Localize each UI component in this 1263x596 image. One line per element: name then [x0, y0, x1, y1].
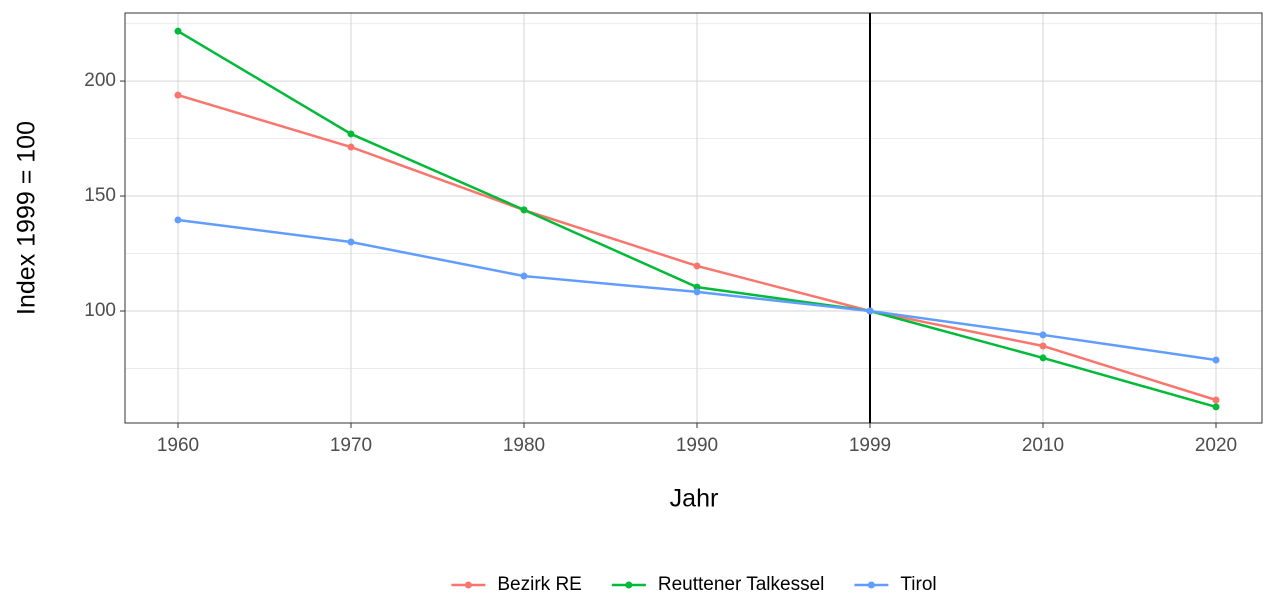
- panel-border: [124, 12, 1263, 424]
- legend-label: Reuttener Talkessel: [658, 574, 825, 595]
- point: [347, 143, 355, 151]
- legend-key-point: [867, 581, 875, 589]
- x-tick-label: 2010: [1022, 435, 1064, 456]
- point: [520, 272, 528, 280]
- legend-item: Tirol: [854, 574, 937, 595]
- point: [1212, 403, 1220, 411]
- legend-item: Bezirk RE: [451, 574, 582, 595]
- x-axis-title: Jahr: [670, 485, 719, 513]
- point: [347, 130, 355, 138]
- legend-label: Bezirk RE: [497, 574, 581, 595]
- legend-label: Tirol: [900, 574, 936, 595]
- y-axis-title: Index 1999 = 100: [13, 121, 41, 315]
- point: [520, 206, 528, 214]
- point: [693, 262, 701, 270]
- point: [1039, 342, 1047, 350]
- point: [866, 307, 874, 315]
- x-tick-label: 1970: [330, 435, 372, 456]
- y-tick-label: 200: [84, 70, 116, 91]
- point: [1039, 331, 1047, 339]
- x-tick-label: 1960: [157, 435, 199, 456]
- x-tick-label: 1980: [503, 435, 545, 456]
- x-tick-label: 1999: [849, 435, 891, 456]
- point: [693, 283, 701, 291]
- legend-item: Reuttener Talkessel: [611, 574, 825, 595]
- x-tick-label: 1990: [676, 435, 718, 456]
- legend-key-point: [625, 581, 633, 589]
- point: [1212, 396, 1220, 404]
- point: [1039, 354, 1047, 362]
- y-tick-label: 100: [84, 300, 116, 321]
- point: [174, 91, 182, 99]
- x-tick-label: 2020: [1195, 435, 1237, 456]
- y-tick-label: 150: [84, 185, 116, 206]
- point: [693, 288, 701, 296]
- point: [347, 238, 355, 246]
- point: [174, 216, 182, 224]
- legend-key-point: [464, 581, 472, 589]
- legend: Bezirk RE Reuttener Talkessel Tirol: [451, 574, 937, 595]
- point: [1212, 356, 1220, 364]
- point: [174, 27, 182, 35]
